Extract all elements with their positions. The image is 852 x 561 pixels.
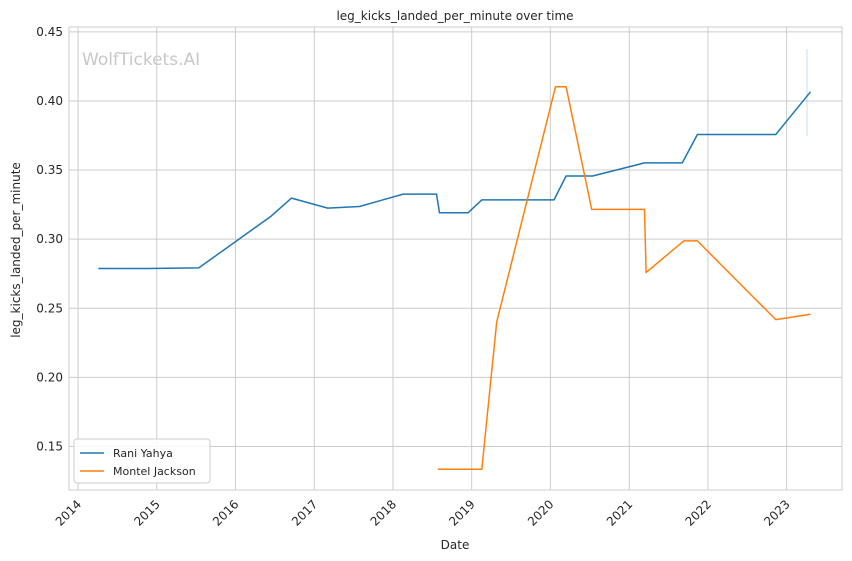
x-tick-label: 2015 [131, 497, 162, 528]
x-tick-label: 2021 [604, 497, 635, 528]
y-tick-label: 0.45 [36, 25, 63, 39]
x-tick-label: 2022 [683, 497, 714, 528]
legend: Rani Yahya Montel Jackson [73, 438, 211, 484]
legend-label-rani-yahya: Rani Yahya [113, 447, 173, 460]
legend-label-montel-jackson: Montel Jackson [113, 465, 196, 478]
watermark-text: WolfTickets.AI [82, 50, 200, 70]
x-axis-label: Date [441, 538, 470, 552]
y-tick-label: 0.30 [36, 232, 63, 246]
x-tick-label: 2018 [368, 497, 399, 528]
x-tick-labels: 2014 2015 2016 2017 2018 2019 2020 2021 2022 2023 [53, 497, 793, 528]
y-tick-labels: 0.15 0.20 0.25 0.30 0.35 0.40 0.45 [36, 25, 63, 454]
x-tick-label: 2017 [289, 497, 320, 528]
y-tick-label: 0.15 [36, 439, 63, 453]
legend-box [73, 438, 211, 484]
y-tick-label: 0.20 [36, 370, 63, 384]
y-axis-label: leg_kicks_landed_per_minute [9, 162, 23, 338]
series-line-rani-yahya [98, 91, 812, 270]
y-tick-label: 0.35 [36, 163, 63, 177]
x-tick-label: 2023 [761, 497, 792, 528]
plot-area-frame [68, 26, 843, 491]
x-tick-label: 2020 [525, 497, 556, 528]
y-tick-label: 0.25 [36, 301, 63, 315]
y-tick-label: 0.40 [36, 94, 63, 108]
x-tick-label: 2014 [53, 497, 84, 528]
series-layer [98, 86, 812, 471]
chart-title: leg_kicks_landed_per_minute over time [336, 9, 573, 23]
series-line-montel-jackson [437, 86, 811, 471]
x-tick-label: 2016 [210, 497, 241, 528]
x-tick-label: 2019 [446, 497, 477, 528]
grid-lines [69, 27, 842, 490]
